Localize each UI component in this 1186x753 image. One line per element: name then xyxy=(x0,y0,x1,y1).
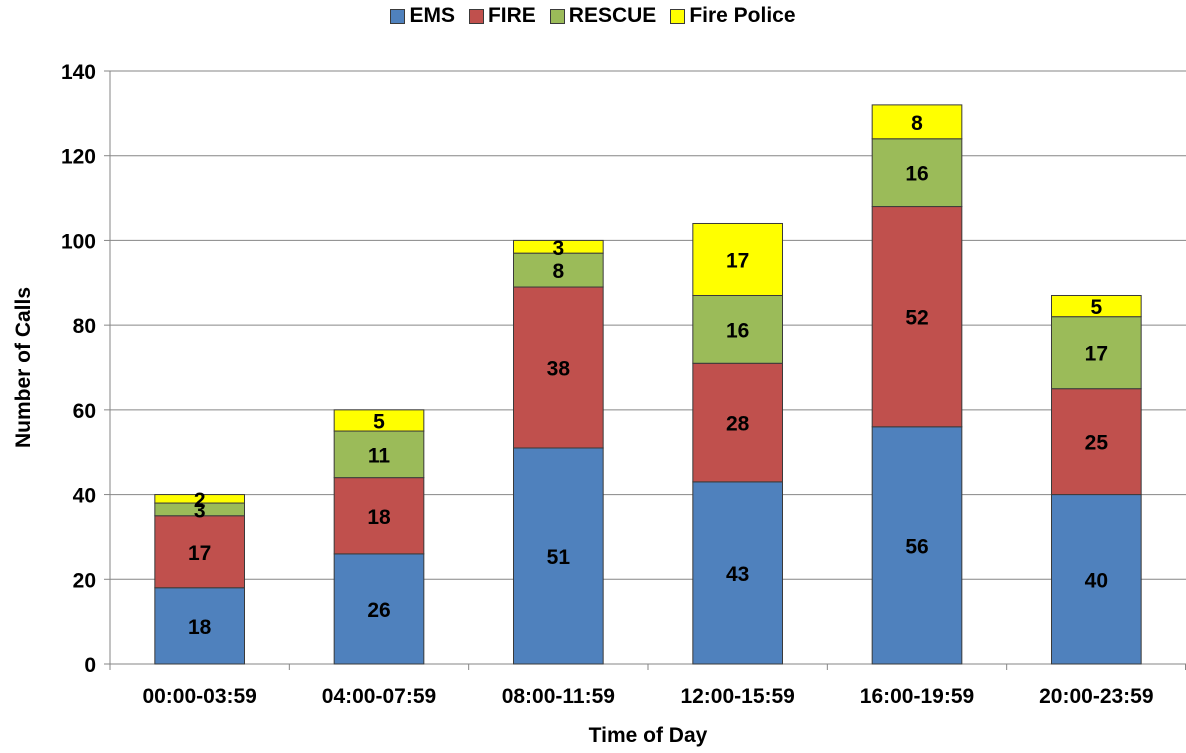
data-label: 16 xyxy=(905,163,928,186)
y-axis-title: Number of Calls xyxy=(12,287,35,448)
bar-segment xyxy=(1051,494,1142,665)
data-label: 5 xyxy=(1090,296,1102,319)
legend-label: Fire Police xyxy=(689,4,796,27)
bar-segment xyxy=(692,294,783,364)
bar-segment xyxy=(154,515,245,589)
data-label: 51 xyxy=(547,546,571,569)
data-label: 18 xyxy=(367,506,391,529)
y-tick-label: 140 xyxy=(61,61,96,84)
y-tick-label: 80 xyxy=(73,315,96,338)
legend-item: EMS xyxy=(390,4,455,28)
legend: EMS FIRE RESCUE Fire Police xyxy=(0,4,1186,28)
legend-item: FIRE xyxy=(468,4,536,28)
bar-segment xyxy=(333,553,425,665)
bar-segment xyxy=(1051,294,1142,318)
data-label: 17 xyxy=(726,249,749,272)
data-label: 26 xyxy=(367,599,390,622)
bar-segment xyxy=(513,447,604,665)
x-tick-label: 12:00-15:59 xyxy=(680,685,794,708)
bar-segment xyxy=(513,239,604,254)
bar-segment xyxy=(154,587,245,665)
bar-segment xyxy=(333,430,425,479)
bar-segment xyxy=(513,252,604,288)
bar-segment xyxy=(692,362,783,483)
x-tick-label: 00:00-03:59 xyxy=(142,685,256,708)
bar-segment xyxy=(154,494,245,504)
x-tick-label: 16:00-19:59 xyxy=(860,685,974,708)
data-label: 38 xyxy=(547,358,571,381)
data-label: 5 xyxy=(373,410,385,433)
data-label: 18 xyxy=(188,616,212,639)
y-tick-label: 100 xyxy=(61,230,96,253)
bar-segment xyxy=(871,206,963,428)
x-tick-label: 04:00-07:59 xyxy=(322,685,436,708)
x-axis-title: Time of Day xyxy=(589,724,708,747)
data-label: 52 xyxy=(905,307,928,330)
y-tick-label: 0 xyxy=(84,654,96,677)
data-label: 17 xyxy=(1085,343,1108,366)
data-label: 17 xyxy=(188,542,211,565)
bar-segment xyxy=(1051,388,1142,496)
legend-label: EMS xyxy=(409,4,455,27)
bar-segment xyxy=(513,286,604,449)
y-tick-label: 120 xyxy=(61,146,96,169)
legend-swatch xyxy=(549,8,565,24)
bar-segment xyxy=(871,426,963,665)
legend-label: FIRE xyxy=(487,4,536,27)
data-label: 3 xyxy=(194,499,206,522)
y-tick-label: 20 xyxy=(73,569,96,592)
data-label: 28 xyxy=(726,413,750,436)
y-tick-label: 60 xyxy=(73,400,96,423)
data-label: 3 xyxy=(552,237,564,260)
data-label: 11 xyxy=(368,444,391,467)
bar-segment xyxy=(1051,316,1142,390)
data-label: 25 xyxy=(1085,432,1109,455)
bar-segment xyxy=(333,477,425,555)
y-tick-label: 40 xyxy=(73,485,96,508)
x-tick-label: 08:00-11:59 xyxy=(502,685,615,708)
data-label: 40 xyxy=(1085,569,1108,592)
bar-segment xyxy=(871,138,963,208)
legend-swatch xyxy=(468,8,484,24)
data-label: 8 xyxy=(552,260,564,283)
bar-segment xyxy=(333,409,425,432)
x-tick-label: 20:00-23:59 xyxy=(1039,685,1153,708)
data-label: 16 xyxy=(726,319,749,342)
bar-segment xyxy=(692,481,783,665)
data-label: 56 xyxy=(905,535,928,558)
legend-item: RESCUE xyxy=(549,4,657,28)
legend-swatch xyxy=(670,8,686,24)
data-label: 2 xyxy=(194,489,206,512)
legend-item: Fire Police xyxy=(670,4,796,28)
bar-segment xyxy=(871,104,963,140)
data-label: 8 xyxy=(911,112,923,135)
legend-label: RESCUE xyxy=(568,4,657,27)
data-label: 43 xyxy=(726,563,749,586)
bar-segment xyxy=(692,222,783,296)
legend-swatch xyxy=(390,8,406,24)
